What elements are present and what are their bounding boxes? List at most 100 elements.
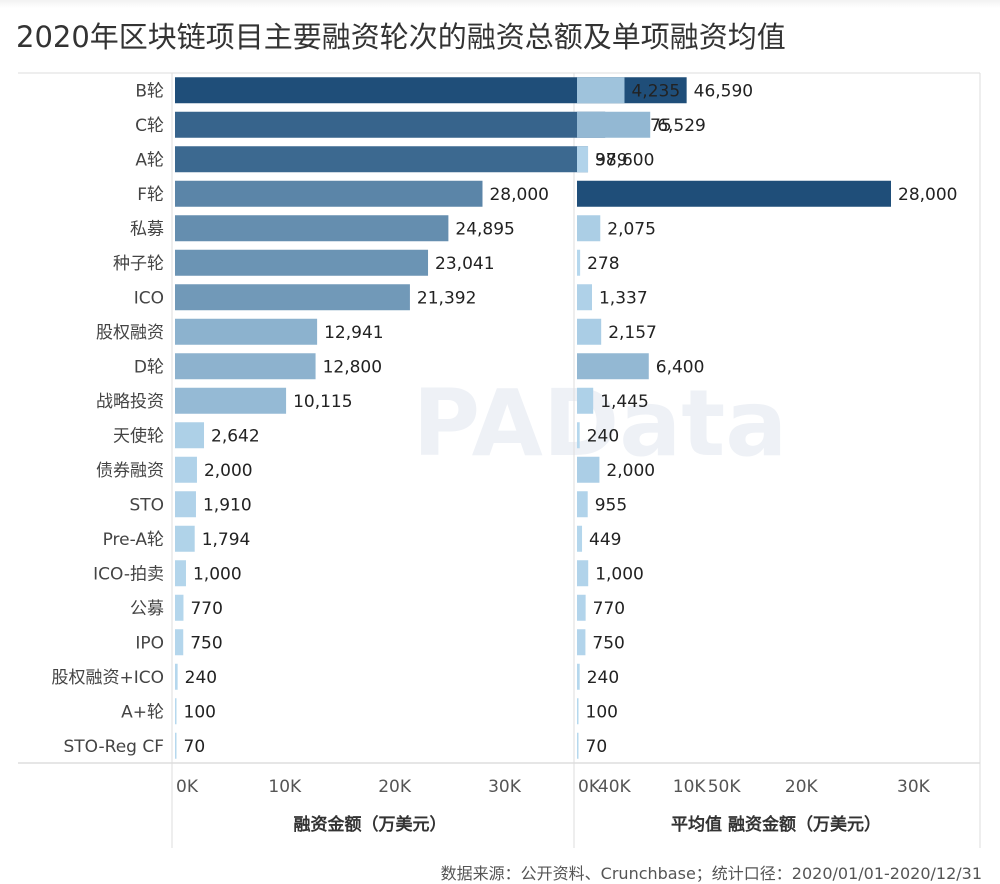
category-label: 私募	[130, 219, 164, 239]
category-label: C轮	[135, 116, 164, 136]
category-label: 战略投资	[96, 392, 164, 412]
bar	[175, 146, 588, 173]
bar	[175, 594, 184, 621]
data-label: 240	[185, 668, 217, 688]
data-label: 750	[190, 633, 222, 653]
data-label: 770	[190, 599, 222, 619]
data-label: 240	[587, 668, 619, 688]
category-label: 天使轮	[113, 425, 164, 446]
data-label: 37,600	[595, 150, 654, 170]
data-label: 4,235	[631, 81, 680, 101]
chart-title: 2020年区块链项目主要融资轮次的融资总额及单项融资均值	[16, 20, 786, 54]
data-label: 1,794	[202, 530, 251, 550]
bar	[577, 387, 594, 414]
data-label: 70	[184, 737, 206, 757]
bar	[175, 525, 195, 552]
data-label: 6,529	[657, 116, 706, 136]
tick-label: 30K	[488, 777, 522, 797]
data-label: 23,041	[435, 254, 494, 274]
source-footer: 数据来源：公开资料、Crunchbase；统计口径：2020/01/01-202…	[440, 864, 982, 883]
data-label: 989	[595, 150, 627, 170]
data-label: 2,075	[607, 219, 656, 239]
data-label: 10,115	[293, 392, 352, 412]
bar	[175, 318, 318, 345]
tick-label: 0K	[578, 777, 601, 797]
category-label: 股权融资+ICO	[51, 668, 164, 688]
category-label: 债券融资	[96, 461, 164, 481]
bar	[577, 732, 579, 759]
tick-label: 50K	[708, 777, 742, 797]
category-label: A+轮	[121, 702, 164, 722]
bar	[577, 594, 586, 621]
data-label: 100	[586, 702, 618, 722]
bar	[175, 180, 483, 207]
data-label: 28,000	[898, 185, 957, 205]
bar	[577, 456, 600, 483]
bar	[175, 284, 410, 311]
tick-label: 20K	[378, 777, 412, 797]
data-label: 21,392	[417, 288, 476, 308]
bar	[577, 180, 891, 207]
bar	[577, 77, 625, 104]
tick-label: 0K	[176, 777, 199, 797]
tick-label: 10K	[268, 777, 302, 797]
bar	[577, 629, 586, 656]
bar	[175, 353, 316, 380]
bar	[577, 249, 581, 276]
bar	[577, 215, 601, 242]
tick-label: 40K	[598, 777, 632, 797]
bar	[175, 456, 197, 483]
data-label: 24,895	[455, 219, 514, 239]
category-label: 公募	[130, 599, 164, 619]
bar	[175, 491, 196, 518]
bar	[175, 663, 178, 690]
category-label: ICO-拍卖	[93, 564, 164, 584]
bar	[577, 491, 588, 518]
data-label: 449	[589, 530, 621, 550]
bar	[577, 422, 580, 449]
data-label: 12,800	[323, 357, 382, 377]
tick-label: 10K	[673, 777, 707, 797]
data-label: 100	[184, 702, 216, 722]
data-label: 28,000	[489, 185, 548, 205]
bar	[175, 387, 287, 414]
tick-label: 20K	[785, 777, 819, 797]
category-label: 股权融资	[96, 323, 164, 343]
data-label: 46,590	[694, 81, 753, 101]
data-label: 2,000	[204, 461, 253, 481]
bar	[577, 284, 592, 311]
data-label: 1,445	[600, 392, 649, 412]
category-label: STO-Reg CF	[63, 737, 164, 757]
bar	[175, 215, 449, 242]
bar	[175, 249, 429, 276]
category-label: D轮	[134, 357, 164, 377]
data-label: 2,000	[606, 461, 655, 481]
data-label: 770	[593, 599, 625, 619]
category-label: Pre-A轮	[103, 530, 164, 550]
data-label: 1,337	[599, 288, 648, 308]
watermark-text: PAData	[413, 370, 788, 477]
bar	[175, 629, 184, 656]
top-strip	[0, 0, 1000, 8]
bar	[175, 111, 606, 138]
data-label: 750	[592, 633, 624, 653]
data-label: 1,910	[203, 495, 252, 515]
category-label: STO	[129, 495, 164, 515]
category-label: F轮	[137, 185, 164, 205]
data-label: 2,642	[211, 426, 260, 446]
axis-title: 平均值 融资金额（万美元）	[671, 814, 881, 835]
category-label: A轮	[135, 150, 164, 170]
bar	[175, 422, 205, 449]
bar	[175, 560, 186, 587]
bar	[577, 318, 602, 345]
bar	[175, 732, 177, 759]
bar	[577, 663, 580, 690]
bar	[577, 698, 579, 725]
data-label: 240	[587, 426, 619, 446]
bar	[175, 698, 177, 725]
bar	[577, 353, 649, 380]
data-label: 2,157	[608, 323, 657, 343]
data-label: 6,400	[656, 357, 705, 377]
category-label: 种子轮	[113, 254, 164, 274]
